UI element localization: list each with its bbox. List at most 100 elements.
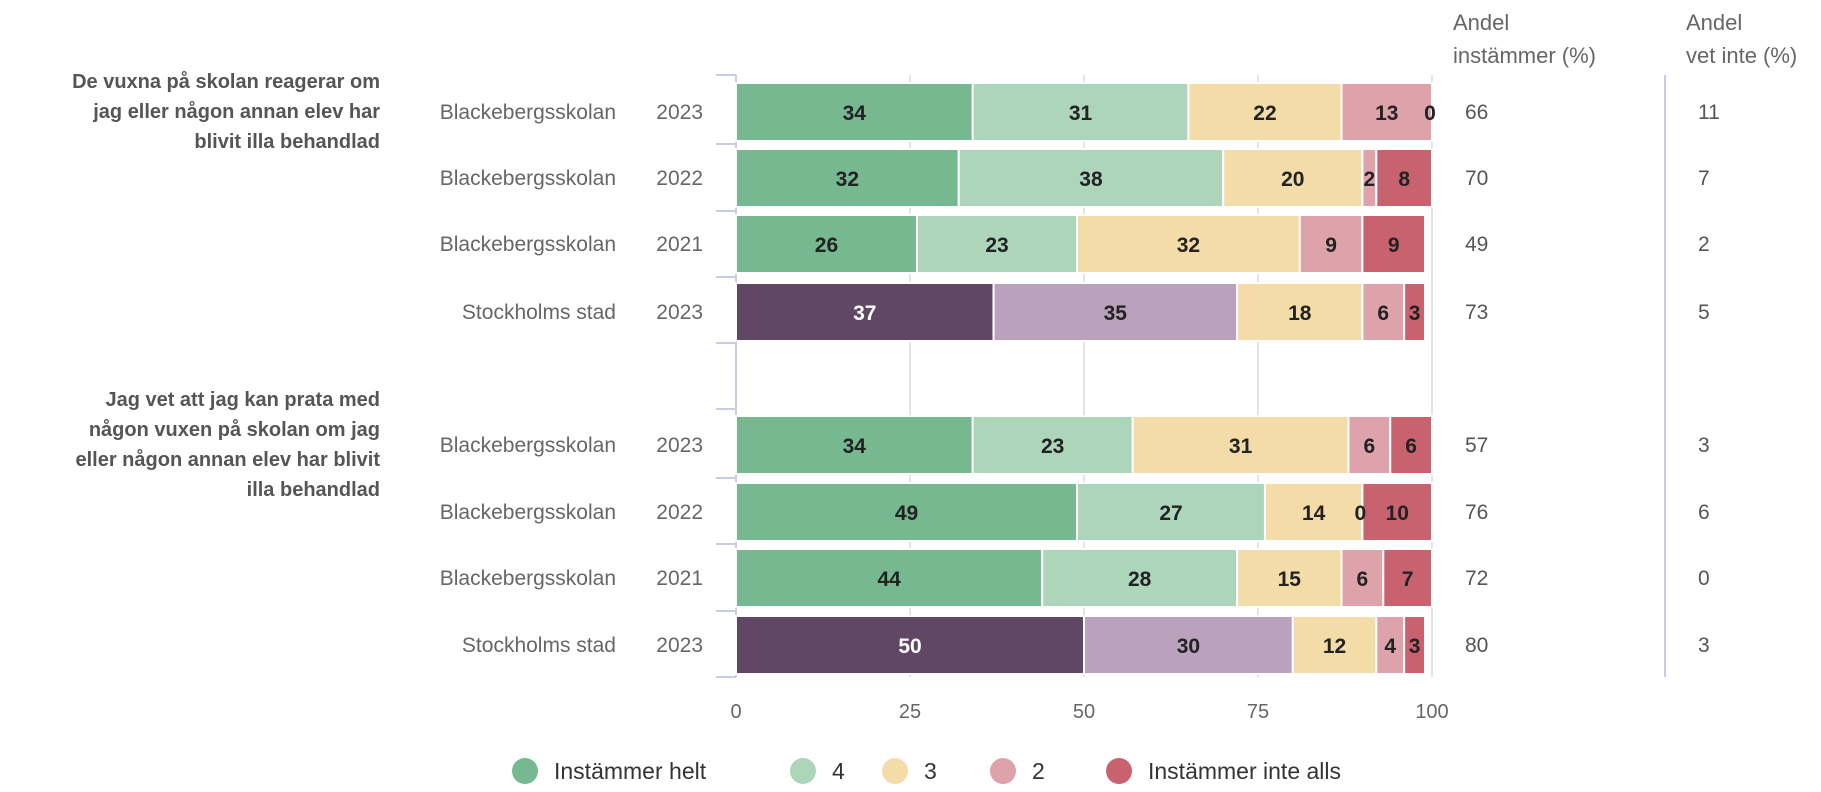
row-unit-label: Blackebergsskolan	[440, 567, 616, 590]
bar-value-label: 23	[985, 234, 1008, 257]
legend: Instämmer helt 4 3 2 Instämmer inte alls	[512, 758, 1341, 784]
instammer-value: 72	[1465, 567, 1488, 590]
bar-segment	[735, 214, 918, 274]
bar-segment	[1403, 615, 1427, 675]
instammer-value: 73	[1465, 301, 1488, 324]
vet-inte-value: 11	[1698, 101, 1720, 124]
row-unit-label: Blackebergsskolan	[440, 167, 616, 190]
header-vetinte-line2: vet inte (%)	[1686, 43, 1797, 68]
vet-inte-value: 5	[1698, 301, 1710, 324]
bar-value-label: 8	[1398, 168, 1410, 191]
bar-segment	[735, 482, 1079, 542]
bar-value-label: 0	[1424, 102, 1436, 125]
question-text: någon vuxen på skolan om jag	[89, 418, 380, 441]
bar-value-label: 44	[877, 568, 901, 591]
bar-value-label: 34	[843, 435, 867, 458]
bar-value-label: 50	[898, 635, 921, 658]
row-year-label: 2021	[656, 567, 703, 590]
bar-segment	[735, 415, 974, 475]
row-year-label: 2023	[656, 634, 703, 657]
vet-inte-value: 0	[1698, 567, 1710, 590]
bar-value-label: 38	[1079, 168, 1103, 191]
instammer-value: 80	[1465, 634, 1488, 657]
row-unit-label: Blackebergsskolan	[440, 233, 616, 256]
instammer-value: 70	[1465, 167, 1488, 190]
x-tick-label: 100	[1415, 701, 1448, 723]
question-text: De vuxna på skolan reagerar om	[72, 70, 380, 93]
bar-value-label: 49	[895, 502, 918, 525]
legend-label: Instämmer helt	[554, 758, 707, 784]
bar-value-label: 3	[1409, 635, 1421, 658]
bar-value-label: 32	[1177, 234, 1200, 257]
question-text: illa behandlad	[247, 479, 380, 501]
row-unit-label: Blackebergsskolan	[440, 434, 616, 457]
bar-segment	[1083, 615, 1294, 675]
question-text: blivit illa behandlad	[194, 131, 380, 153]
bar-value-label: 34	[843, 102, 867, 125]
bar-value-label: 31	[1069, 102, 1093, 125]
bar-segment	[1361, 214, 1427, 274]
legend-marker	[990, 758, 1016, 784]
bar-value-label: 37	[853, 302, 876, 325]
bar-segment	[1340, 548, 1385, 608]
question-text: eller någon annan elev har blivit	[75, 448, 380, 471]
legend-marker	[882, 758, 908, 784]
bar-segment	[1187, 82, 1343, 142]
bar-value-label: 9	[1325, 234, 1337, 257]
question-text: Jag vet att jag kan prata med	[105, 389, 380, 411]
row-year-label: 2023	[656, 101, 703, 124]
bar-value-label: 30	[1177, 635, 1200, 658]
bar-segment	[735, 548, 1044, 608]
vet-inte-value: 7	[1698, 167, 1710, 190]
bar-value-label: 31	[1229, 435, 1253, 458]
bar-segment	[1131, 415, 1350, 475]
header-vetinte-line1: Andel	[1686, 10, 1742, 35]
x-tick-label: 50	[1073, 701, 1095, 723]
bars	[735, 82, 1434, 675]
bar-value-label: 18	[1288, 302, 1312, 325]
row-year-label: 2023	[656, 434, 703, 457]
question-text: jag eller någon annan elev har	[92, 100, 380, 123]
bar-value-label: 23	[1041, 435, 1064, 458]
bar-value-label: 0	[1355, 502, 1367, 525]
instammer-value: 76	[1465, 501, 1488, 524]
bar-segment	[915, 214, 1079, 274]
row-year-label: 2022	[656, 501, 703, 524]
vet-inte-value: 6	[1698, 501, 1710, 524]
bar-value-label: 15	[1278, 568, 1302, 591]
legend-marker	[790, 758, 816, 784]
instammer-value: 66	[1465, 101, 1488, 124]
vet-inte-value: 3	[1698, 434, 1710, 457]
row-unit-label: Blackebergsskolan	[440, 101, 616, 124]
instammer-value: 49	[1465, 233, 1488, 256]
row-unit-label: Stockholms stad	[462, 634, 616, 657]
bar-segment	[1076, 214, 1301, 274]
instammer-value: 57	[1465, 434, 1488, 457]
bar-segment	[735, 148, 960, 208]
row-year-label: 2023	[656, 301, 703, 324]
bar-value-label: 7	[1402, 568, 1414, 591]
legend-label: 4	[832, 758, 845, 784]
header-instammer-line1: Andel	[1453, 10, 1509, 35]
bar-value-label: 6	[1377, 302, 1389, 325]
bar-segment	[1375, 148, 1433, 208]
bar-value-label: 35	[1104, 302, 1128, 325]
bar-segment	[1403, 282, 1427, 342]
bar-value-label: 22	[1253, 102, 1276, 125]
bar-segment	[992, 282, 1239, 342]
bar-segment	[1076, 482, 1266, 542]
bar-value-label: 6	[1364, 435, 1376, 458]
row-year-label: 2021	[656, 233, 703, 256]
row-unit-label: Stockholms stad	[462, 301, 616, 324]
bar-value-label: 20	[1281, 168, 1304, 191]
bar-segment	[957, 148, 1225, 208]
bar-value-label: 2	[1364, 168, 1376, 191]
bar-value-label: 12	[1323, 635, 1346, 658]
legend-marker	[1106, 758, 1132, 784]
row-unit-label: Blackebergsskolan	[440, 501, 616, 524]
bar-segment	[971, 82, 1190, 142]
bar-value-label: 3	[1409, 302, 1421, 325]
bar-value-label: 26	[815, 234, 838, 257]
vet-inte-value: 3	[1698, 634, 1710, 657]
